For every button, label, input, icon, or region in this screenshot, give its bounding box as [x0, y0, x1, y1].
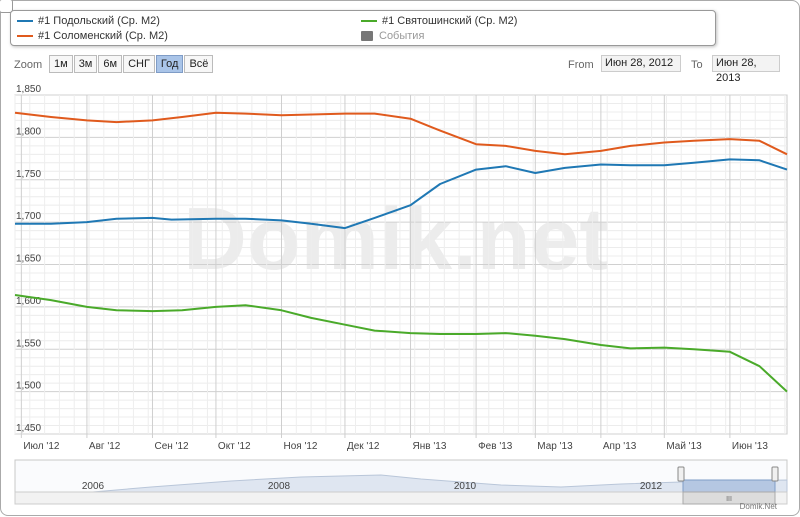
legend-label-svyatoshinsky: #1 Святошинский (Ср. М2)	[382, 15, 518, 27]
to-label: To	[691, 59, 703, 71]
y-tick-label: 1,450	[16, 423, 41, 434]
y-tick-label: 1,850	[16, 84, 41, 95]
navigator-left-handle[interactable]	[677, 466, 685, 482]
navigator-year-label: 2010	[454, 481, 477, 492]
navigator[interactable]: III 2006 2008 2010 2012	[14, 459, 788, 505]
x-tick-label: Июн '13	[732, 441, 768, 452]
y-tick-label: 1,550	[16, 338, 41, 349]
y-tick-label: 1,600	[16, 296, 41, 307]
navigator-scrollbar[interactable]	[14, 491, 788, 505]
zoom-button-4[interactable]: Год	[155, 55, 184, 73]
legend-label-events: События	[379, 30, 425, 42]
legend-swatch-solomensky	[17, 35, 33, 37]
x-tick-label: Дек '12	[347, 441, 380, 452]
x-tick-label: Ноя '12	[283, 441, 317, 452]
x-tick-label: Сен '12	[154, 441, 189, 452]
legend-item-events[interactable]: События	[361, 29, 424, 43]
series-line-2	[14, 294, 788, 393]
y-tick-label: 1,650	[16, 254, 41, 265]
series-line-1	[14, 111, 788, 156]
legend-swatch-svyatoshinsky	[361, 20, 377, 22]
y-tick-label: 1,700	[16, 211, 41, 222]
zoom-label: Zoom	[14, 59, 43, 71]
legend-swatch-podolsky	[17, 20, 33, 22]
legend-item-svyatoshinsky[interactable]: #1 Святошинский (Ср. М2)	[361, 14, 517, 28]
navigator-year-label: 2012	[640, 481, 663, 492]
legend-item-solomensky[interactable]: #1 Соломенский (Ср. М2)	[17, 29, 168, 43]
from-date-input[interactable]: Июн 28, 2012	[601, 55, 681, 72]
series-lines	[14, 111, 788, 393]
y-tick-label: 1,750	[16, 169, 41, 180]
resize-handle[interactable]	[0, 0, 13, 13]
zoom-button-5[interactable]: Всё	[184, 55, 214, 73]
navigator-scroll-thumb[interactable]	[682, 491, 776, 505]
zoom-button-0[interactable]: 1м	[49, 55, 73, 73]
x-tick-label: Окт '12	[218, 441, 251, 452]
x-axis-ticks: Июл '12 Авг '12 Сен '12 Окт '12 Ноя '12 Дек '…	[23, 441, 768, 452]
scroll-grip-icon: III	[726, 496, 732, 503]
series-line-0	[15, 158, 788, 230]
credit: Domik.Net	[739, 502, 777, 511]
x-tick-label: Мар '13	[537, 441, 573, 452]
legend-label-podolsky: #1 Подольский (Ср. М2)	[38, 15, 160, 27]
x-tick-label: Май '13	[666, 441, 702, 452]
y-axis-ticks: 1,450 1,500 1,550 1,600 1,650 1,700 1,750 1,800…	[16, 84, 41, 434]
zoom-buttons: 1м 3м 6м СНГ Год Всё	[49, 55, 214, 73]
to-date-input[interactable]: Июн 28, 2013	[712, 55, 780, 84]
navigator-selection[interactable]	[682, 479, 776, 493]
zoom-button-1[interactable]: 3м	[73, 55, 98, 73]
x-tick-label: Фев '13	[478, 441, 513, 452]
x-tick-label: Апр '13	[603, 441, 637, 452]
zoom-button-3[interactable]: СНГ	[123, 55, 155, 73]
events-swatch	[361, 31, 373, 41]
y-tick-label: 1,500	[16, 381, 41, 392]
legend: #1 Подольский (Ср. М2) #1 Соломенский (С…	[10, 10, 716, 46]
x-tick-label: Авг '12	[89, 441, 121, 452]
navigator-right-handle[interactable]	[771, 466, 779, 482]
from-label: From	[568, 59, 594, 71]
navigator-year-label: 2006	[82, 481, 105, 492]
x-tick-label: Янв '13	[413, 441, 447, 452]
navigator-year-label: 2008	[268, 481, 291, 492]
legend-label-solomensky: #1 Соломенский (Ср. М2)	[38, 30, 168, 42]
legend-item-podolsky[interactable]: #1 Подольский (Ср. М2)	[17, 14, 160, 28]
x-tick-label: Июл '12	[23, 441, 60, 452]
y-tick-label: 1,800	[16, 126, 41, 137]
zoom-button-2[interactable]: 6м	[98, 55, 123, 73]
